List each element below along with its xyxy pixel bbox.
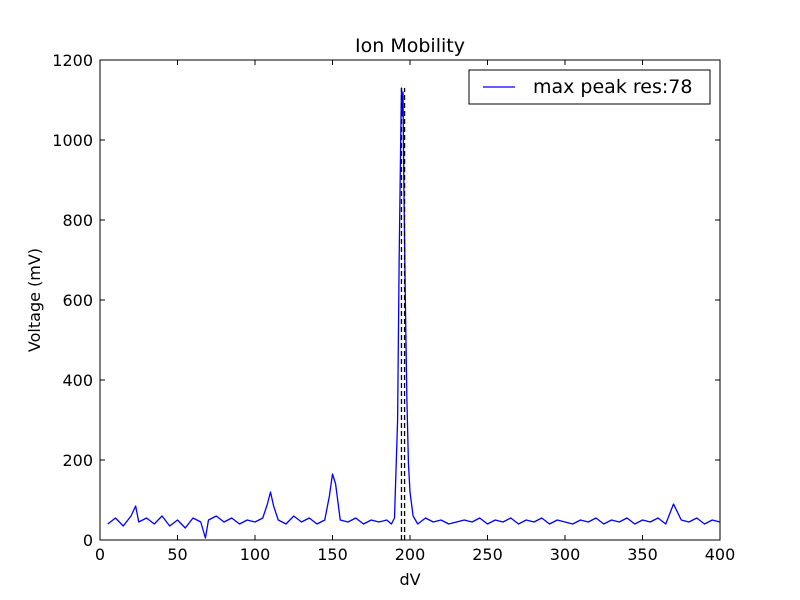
y-axis-ticks: 0 200 400 600 800 1000 1200 — [52, 51, 720, 550]
chart-title: Ion Mobility — [355, 35, 465, 57]
y-tick-label: 0 — [83, 531, 93, 550]
x-tick-label: 350 — [627, 545, 658, 564]
legend: max peak res:78 — [468, 69, 711, 105]
x-axis-title: dV — [399, 570, 420, 589]
y-axis-title: Voltage (mV) — [25, 248, 44, 352]
y-tick-label: 1000 — [52, 131, 93, 150]
x-tick-label: 0 — [95, 545, 105, 564]
y-tick-label: 1200 — [52, 51, 93, 70]
y-tick-label: 200 — [62, 451, 93, 470]
x-tick-label: 250 — [472, 545, 503, 564]
vline-layer — [400, 88, 406, 540]
y-tick-label: 600 — [62, 291, 93, 310]
x-tick-label: 400 — [705, 545, 736, 564]
x-tick-label: 100 — [240, 545, 271, 564]
legend-label: max peak res:78 — [533, 76, 692, 98]
x-tick-label: 50 — [167, 545, 187, 564]
y-tick-label: 800 — [62, 211, 93, 230]
y-tick-label: 400 — [62, 371, 93, 390]
x-tick-label: 200 — [395, 545, 426, 564]
x-axis-ticks: 0 50 100 150 200 250 300 350 400 — [95, 60, 735, 564]
x-tick-label: 150 — [317, 545, 348, 564]
x-tick-label: 300 — [550, 545, 581, 564]
